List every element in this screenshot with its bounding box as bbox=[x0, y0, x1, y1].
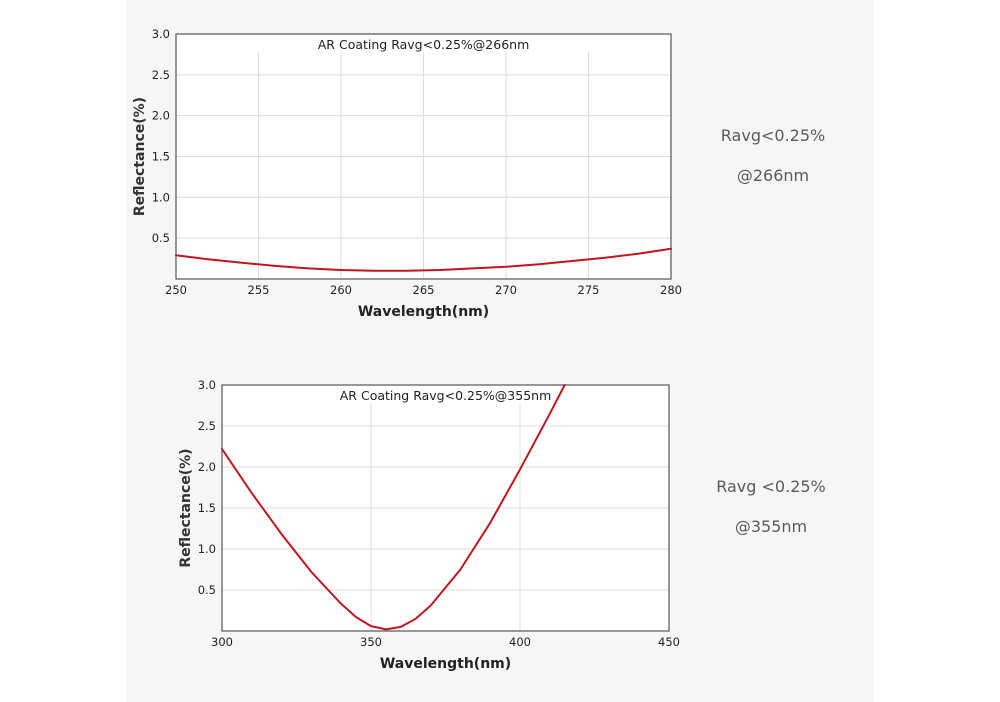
chart-1-ylabel: Reflectance(%) bbox=[132, 97, 148, 216]
chart-2-ytick-label: 1.5 bbox=[198, 501, 216, 515]
chart-2-title: AR Coating Ravg<0.25%@355nm bbox=[340, 388, 552, 403]
side-note-355: Ravg <0.25% @355nm bbox=[686, 467, 856, 547]
chart-2-series-1-line bbox=[221, 384, 566, 631]
chart-1-ytick-label: 1.0 bbox=[152, 190, 170, 204]
chart-1-series-1-line bbox=[175, 247, 672, 272]
chart-2-ytick-label: 0.5 bbox=[198, 583, 216, 597]
chart-1-xtick-label: 250 bbox=[165, 283, 187, 297]
chart-1-title: AR Coating Ravg<0.25%@266nm bbox=[318, 37, 530, 52]
chart-2-xlabel: Wavelength(nm) bbox=[380, 656, 511, 672]
side-note-355-line2: @355nm bbox=[734, 517, 808, 536]
chart-1-xtick-label: 265 bbox=[413, 283, 435, 297]
chart-1-ytick-label: 1.5 bbox=[152, 150, 170, 164]
chart-1-ytick-label: 3.0 bbox=[152, 27, 170, 41]
chart-2-ytick-label: 2.0 bbox=[198, 460, 216, 474]
side-note-266-line1: Ravg<0.25% bbox=[720, 126, 826, 145]
chart-2-ytick-label: 3.0 bbox=[198, 378, 216, 392]
chart-1-xtick-label: 260 bbox=[330, 283, 352, 297]
chart-2-ytick-label: 1.0 bbox=[198, 542, 216, 556]
chart-1-frame bbox=[175, 33, 672, 280]
chart-2-frame bbox=[221, 384, 670, 632]
chart-2-ylabel: Reflectance(%) bbox=[178, 448, 194, 567]
chart-2-ytick-label: 2.5 bbox=[198, 419, 216, 433]
chart-2-xtick-label: 300 bbox=[211, 635, 233, 649]
side-note-266-line2: @266nm bbox=[736, 166, 810, 185]
chart-1-xtick-label: 280 bbox=[660, 283, 682, 297]
chart-1-ytick-label: 2.5 bbox=[152, 68, 170, 82]
chart-1-xtick-label: 270 bbox=[495, 283, 517, 297]
chart-1-xtick-label: 275 bbox=[578, 283, 600, 297]
chart-2-xtick-label: 400 bbox=[509, 635, 531, 649]
side-note-266: Ravg<0.25% @266nm bbox=[688, 116, 858, 196]
chart-1-ytick-label: 2.0 bbox=[152, 109, 170, 123]
chart-1-xlabel: Wavelength(nm) bbox=[358, 304, 489, 320]
chart-1-xtick-label: 255 bbox=[248, 283, 270, 297]
chart-2-xtick-label: 350 bbox=[360, 635, 382, 649]
side-note-355-line1: Ravg <0.25% bbox=[716, 477, 826, 496]
chart-2-xtick-label: 450 bbox=[658, 635, 680, 649]
chart-1-ytick-label: 0.5 bbox=[152, 231, 170, 245]
